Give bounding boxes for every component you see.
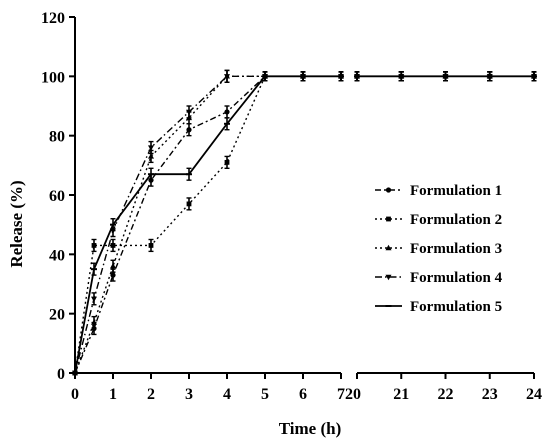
data-point (72, 372, 78, 374)
x-tick-label: 5 (261, 386, 269, 403)
y-axis-label: Release (%) (7, 180, 26, 267)
x-tick-label: 3 (185, 386, 193, 403)
data-point (91, 268, 97, 271)
y-tick-label: 80 (49, 129, 65, 146)
data-point (186, 127, 192, 133)
data-point (224, 109, 230, 115)
data-point (148, 153, 154, 159)
x-axis-label: Time (h) (279, 419, 342, 438)
data-point (110, 272, 116, 278)
series-line (74, 75, 341, 374)
legend-item-2: Formulation 2 (375, 212, 502, 228)
legend-label: Formulation 2 (410, 212, 502, 228)
legend-marker (385, 187, 392, 193)
data-point (354, 75, 360, 78)
y-tick-label: 60 (49, 188, 65, 205)
data-point (148, 173, 154, 176)
data-point (486, 75, 493, 78)
data-point (186, 201, 192, 207)
legend-item-5: Formulation 5 (375, 299, 502, 315)
data-point (398, 75, 405, 78)
legend-label: Formulation 3 (410, 241, 502, 257)
legend-marker (385, 305, 392, 307)
legend-item-4: Formulation 4 (375, 270, 503, 286)
data-point (148, 145, 154, 151)
data-point (442, 75, 449, 78)
data-point (110, 263, 116, 269)
data-point (300, 75, 306, 78)
x-tick-label: 22 (438, 386, 454, 403)
data-point (224, 159, 230, 165)
legend-marker (385, 244, 392, 251)
legend: Formulation 1 Formulation 2 Formulation 3 F… (375, 183, 503, 315)
data-point (186, 109, 192, 116)
y-tick-label: 120 (41, 10, 65, 27)
data-point (262, 75, 268, 78)
x-tick-label: 23 (482, 386, 498, 403)
series-group (72, 69, 537, 377)
y-tick-label: 0 (57, 366, 65, 383)
legend-label: Formulation 5 (410, 299, 502, 315)
x-tick-label: 21 (393, 386, 409, 403)
legend-label: Formulation 4 (410, 270, 503, 286)
y-tick-label: 40 (49, 247, 65, 264)
data-point (186, 173, 192, 176)
data-point (224, 74, 230, 80)
x-tick-label: 6 (299, 386, 307, 403)
y-tick-label: 100 (41, 69, 65, 86)
x-tick-label: 24 (526, 386, 542, 403)
x-tick-label: 0 (71, 386, 79, 403)
series-5 (72, 71, 537, 374)
x-tick-label: 4 (223, 386, 231, 403)
legend-item-3: Formulation 3 (375, 241, 502, 257)
y-tick-label: 20 (49, 307, 65, 324)
x-tick-label: 2 (147, 386, 155, 403)
data-point (91, 296, 97, 303)
data-point (338, 75, 344, 78)
data-point (110, 223, 116, 226)
legend-label: Formulation 1 (410, 183, 502, 199)
legend-marker (386, 216, 391, 222)
data-point (91, 243, 97, 248)
x-break-tick-label: 720 (337, 386, 361, 403)
data-point (148, 243, 154, 248)
data-point (91, 319, 97, 325)
x-tick-label: 1 (109, 386, 117, 403)
legend-marker (385, 274, 392, 281)
data-point (531, 75, 537, 78)
legend-item-1: Formulation 1 (375, 183, 502, 199)
data-point (110, 243, 116, 248)
data-point (224, 122, 230, 125)
